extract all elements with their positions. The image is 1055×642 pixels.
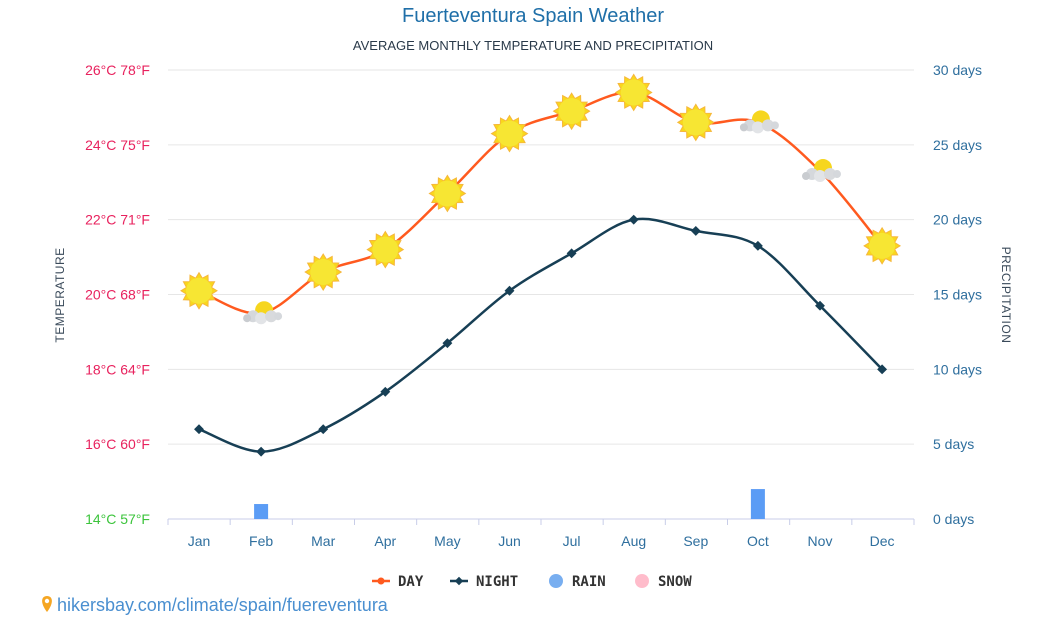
y2-tick-label: 15 days	[933, 287, 982, 303]
location-pin-icon	[42, 596, 52, 612]
pin-dot	[44, 598, 50, 604]
y-tick-label: 24°C 75°F	[85, 137, 150, 153]
x-tick-label: Feb	[249, 533, 273, 549]
sun-icon	[863, 226, 902, 265]
y-tick-label: 20°C 68°F	[85, 287, 150, 303]
x-tick-label: Aug	[621, 533, 646, 549]
x-tick-label: May	[434, 533, 460, 549]
x-tick-label: Jul	[563, 533, 581, 549]
source-link[interactable]: hikersbay.com/climate/spain/fuereventura	[42, 595, 389, 615]
sun-icon	[490, 114, 529, 153]
chart-subtitle: AVERAGE MONTHLY TEMPERATURE AND PRECIPIT…	[353, 38, 713, 53]
x-tick-label: Mar	[311, 533, 335, 549]
y2-tick-label: 25 days	[933, 137, 982, 153]
y2-tick-label: 20 days	[933, 212, 982, 228]
legend-label-rain: RAIN	[572, 574, 606, 590]
legend: DAY NIGHT RAIN SNOW	[372, 574, 692, 590]
y-tick-label: 14°C 57°F	[85, 511, 150, 527]
source-text[interactable]: hikersbay.com/climate/spain/fuereventura	[57, 595, 389, 615]
night-point	[752, 240, 763, 251]
night-point	[318, 424, 329, 435]
y-tick-label: 18°C 64°F	[85, 361, 150, 377]
sun-icon	[552, 92, 591, 131]
legend-label-snow: SNOW	[658, 574, 692, 590]
day-line	[198, 91, 884, 315]
chart-title: Fuerteventura Spain Weather	[402, 5, 664, 27]
y2-tick-label: 0 days	[933, 511, 974, 527]
night-line	[198, 217, 883, 453]
night-point	[628, 214, 639, 225]
sun-icon	[428, 174, 467, 213]
sun-icon	[614, 73, 653, 112]
legend-label-day: DAY	[398, 574, 424, 590]
night-point	[566, 248, 577, 259]
night-point	[256, 446, 267, 457]
partly-cloudy-icon	[802, 159, 841, 183]
x-tick-label: Sep	[683, 533, 708, 549]
x-tick-label: Dec	[870, 533, 895, 549]
rain-bar	[254, 504, 269, 519]
x-tick-label: Oct	[747, 533, 769, 549]
y-tick-label: 16°C 60°F	[85, 436, 150, 452]
sun-icon	[180, 271, 218, 310]
legend-marker	[454, 576, 464, 586]
legend-marker	[549, 574, 563, 588]
y2-tick-label: 5 days	[933, 436, 974, 452]
x-tick-label: Nov	[808, 533, 833, 549]
y2-tick-label: 30 days	[933, 62, 982, 78]
night-point	[690, 225, 701, 236]
legend-label-night: NIGHT	[476, 574, 518, 590]
night-point	[504, 285, 515, 296]
y-tick-label: 22°C 71°F	[85, 212, 150, 228]
y2-axis-label: PRECIPITATION	[999, 247, 1013, 344]
legend-marker	[377, 577, 385, 585]
sun-icon	[366, 230, 405, 269]
partly-cloudy-icon	[243, 301, 283, 325]
night-point	[380, 386, 391, 397]
y-tick-label: 26°C 78°F	[85, 62, 150, 78]
legend-marker	[635, 574, 649, 588]
x-tick-label: Apr	[374, 533, 396, 549]
night-point	[815, 300, 825, 311]
y2-tick-label: 10 days	[933, 361, 982, 377]
night-point	[877, 364, 888, 375]
rain-bar	[750, 489, 765, 519]
x-tick-label: Jun	[498, 533, 521, 549]
x-tick-label: Jan	[188, 533, 211, 549]
night-point	[194, 424, 204, 435]
sun-icon	[304, 253, 343, 292]
night-point	[442, 338, 453, 349]
partly-cloudy-icon	[739, 110, 779, 134]
y-axis-label: TEMPERATURE	[53, 247, 67, 342]
sun-icon	[676, 103, 715, 142]
